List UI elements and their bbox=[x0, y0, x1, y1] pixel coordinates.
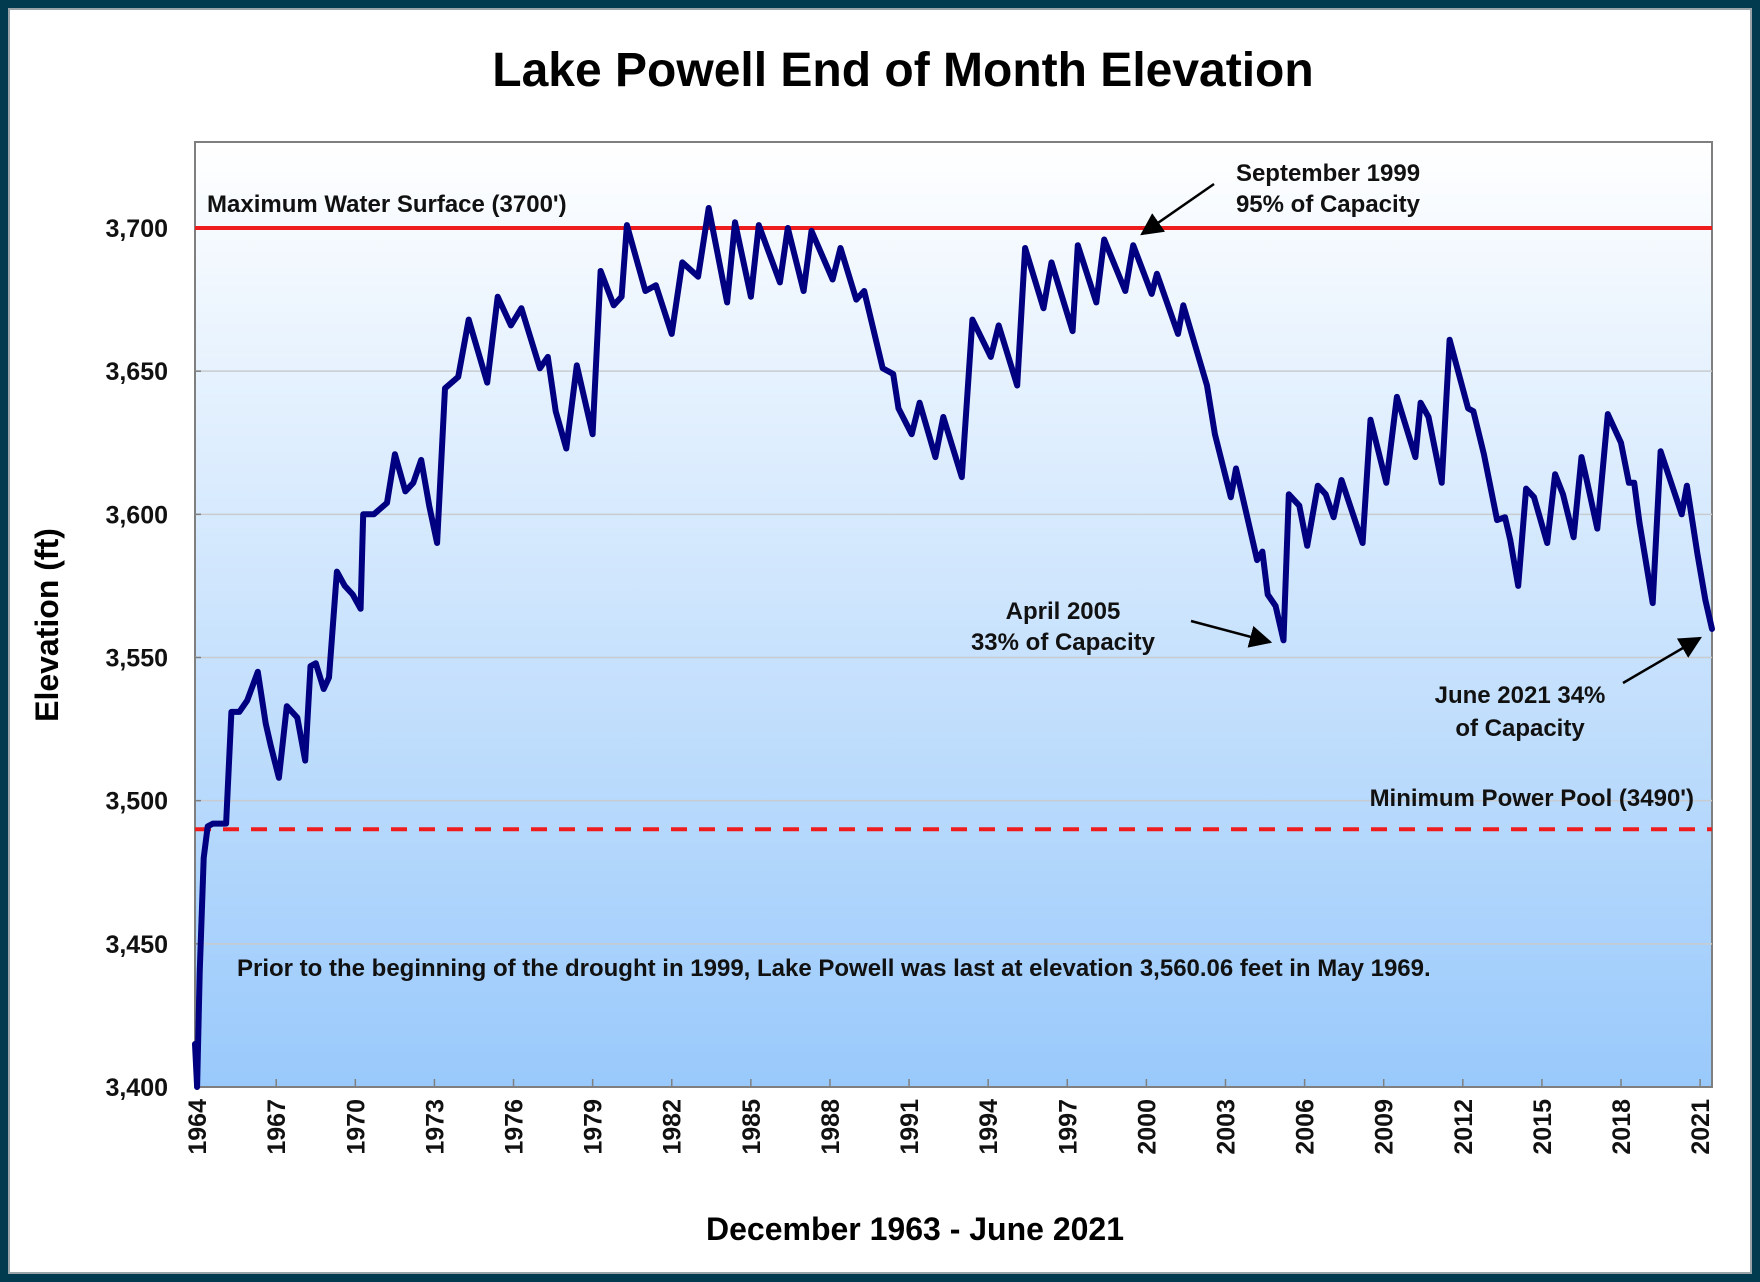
x-tick-label: 2018 bbox=[1608, 1099, 1636, 1155]
x-tick-label: 1970 bbox=[342, 1099, 370, 1155]
x-tick-label: 2015 bbox=[1529, 1099, 1557, 1155]
x-tick-label: 2006 bbox=[1292, 1099, 1320, 1155]
max-water-surface-label: Maximum Water Surface (3700') bbox=[207, 191, 567, 218]
x-tick-label: 1997 bbox=[1054, 1099, 1082, 1155]
annotation-apr-2005-line2: 33% of Capacity bbox=[971, 629, 1156, 656]
x-axis-tick-labels: 1964 1967 1970 1973 1976 1979 1982 1985 1988 1991… bbox=[184, 1099, 1715, 1155]
annotation-sep-1999: September 1999 95% of Capacity bbox=[1140, 160, 1421, 236]
gridlines bbox=[195, 227, 1712, 1088]
x-tick-label: 2000 bbox=[1133, 1099, 1161, 1155]
x-tick-label: 1976 bbox=[501, 1099, 529, 1155]
y-tick-label: 3,450 bbox=[105, 931, 168, 959]
y-tick-label: 3,600 bbox=[105, 501, 168, 529]
annotation-apr-2005: April 2005 33% of Capacity bbox=[971, 598, 1273, 656]
x-tick-label: 1994 bbox=[975, 1099, 1003, 1155]
annotation-apr-2005-arrow bbox=[1190, 619, 1273, 648]
y-axis-title: Elevation (ft) bbox=[29, 528, 65, 722]
reference-lines bbox=[195, 226, 1712, 832]
x-tick-label: 1979 bbox=[580, 1099, 608, 1155]
x-tick-label: 1988 bbox=[817, 1099, 845, 1155]
x-tick-label: 2009 bbox=[1371, 1099, 1399, 1155]
y-tick-label: 3,550 bbox=[105, 645, 168, 673]
plot-area bbox=[194, 141, 1713, 1088]
annotation-jun-2021-line1: June 2021 34% bbox=[1435, 682, 1606, 709]
y-tick-label: 3,700 bbox=[105, 215, 168, 243]
x-tick-label: 1985 bbox=[738, 1099, 766, 1155]
annotation-sep-1999-arrow bbox=[1140, 182, 1215, 236]
annotation-jun-2021: June 2021 34% of Capacity bbox=[1435, 636, 1702, 742]
annotation-sep-1999-line2: 95% of Capacity bbox=[1236, 191, 1421, 218]
x-tick-label: 2012 bbox=[1450, 1099, 1478, 1155]
x-tick-label: 2021 bbox=[1687, 1099, 1715, 1155]
series-line-elevation bbox=[192, 205, 1715, 1090]
annotation-jun-2021-arrow bbox=[1622, 636, 1702, 685]
x-tick-label: 1973 bbox=[421, 1099, 449, 1155]
annotation-apr-2005-line1: April 2005 bbox=[1006, 598, 1121, 625]
annotation-sep-1999-line1: September 1999 bbox=[1236, 160, 1420, 187]
x-tick-label: 1982 bbox=[659, 1099, 687, 1155]
x-tick-label: 1964 bbox=[184, 1099, 212, 1155]
min-power-pool-label: Minimum Power Pool (3490') bbox=[1370, 785, 1694, 812]
y-tick-label: 3,400 bbox=[105, 1074, 168, 1102]
x-tick-label: 1991 bbox=[896, 1099, 924, 1155]
y-axis-ticks: 3,400 3,450 3,500 3,550 3,600 3,650 3,700 bbox=[105, 215, 168, 1102]
drought-note: Prior to the beginning of the drought in… bbox=[237, 955, 1431, 982]
x-axis-title: December 1963 - June 2021 bbox=[706, 1211, 1124, 1247]
chart-title: Lake Powell End of Month Elevation bbox=[492, 44, 1313, 97]
y-tick-label: 3,650 bbox=[105, 358, 168, 386]
x-tick-label: 2003 bbox=[1212, 1099, 1240, 1155]
annotation-jun-2021-line2: of Capacity bbox=[1455, 715, 1585, 742]
y-tick-label: 3,500 bbox=[105, 788, 168, 816]
x-tick-label: 1967 bbox=[263, 1099, 291, 1155]
